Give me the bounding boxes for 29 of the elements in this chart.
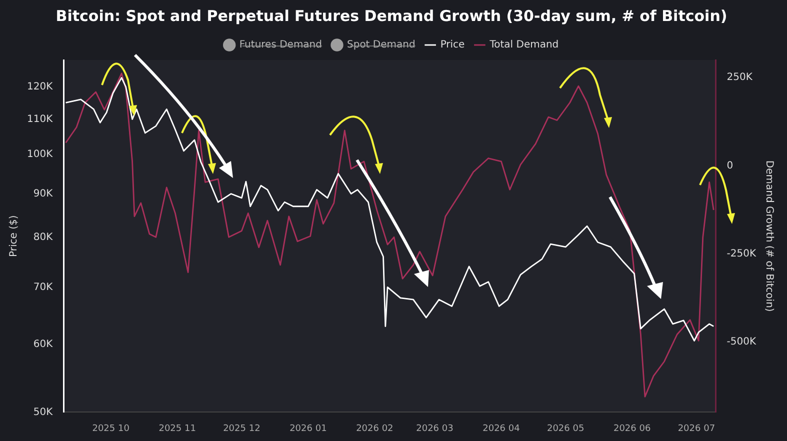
chart-title: Bitcoin: Spot and Perpetual Futures Demand Growth (30-day sum, # of Bitcoin) — [56, 6, 728, 25]
y2-tick-label: -250K — [726, 248, 756, 260]
y2-tick-label: 250K — [726, 72, 753, 84]
x-tick-label: 2026 03 — [416, 424, 454, 434]
legend-label: Total Demand — [488, 40, 559, 51]
y-tick-label: 120K — [26, 81, 54, 92]
x-tick-label: 2025 11 — [158, 424, 196, 434]
y-tick-label: 110K — [26, 114, 54, 125]
x-tick-label: 2026 06 — [613, 424, 651, 434]
x-tick-label: 2026 05 — [546, 424, 584, 434]
x-tick-label: 2025 10 — [92, 424, 130, 434]
y-tick-label: 70K — [33, 282, 54, 293]
y2-tick-label: -500K — [726, 336, 756, 348]
x-tick-label: 2025 12 — [223, 424, 260, 434]
y-tick-label: 60K — [33, 339, 54, 350]
legend-label: Price — [440, 40, 465, 51]
x-tick-label: 2026 04 — [482, 424, 520, 434]
y2-tick-label: 0 — [726, 160, 734, 172]
y-axis-title: Price ($) — [8, 215, 20, 257]
y-tick-label: 50K — [33, 406, 54, 418]
legend-label: Spot Demand — [346, 40, 416, 51]
legend-label: Futures Demand — [239, 40, 322, 51]
y-tick-label: 100K — [26, 149, 54, 160]
x-tick-label: 2026 07 — [678, 424, 716, 434]
y2-axis-title: Demand Growth (# of Bitcoin) — [763, 160, 774, 312]
y-tick-label: 80K — [33, 232, 54, 244]
x-tick-label: 2026 01 — [290, 424, 327, 434]
x-tick-label: 2026 02 — [356, 424, 394, 434]
y-tick-label: 90K — [33, 188, 54, 200]
